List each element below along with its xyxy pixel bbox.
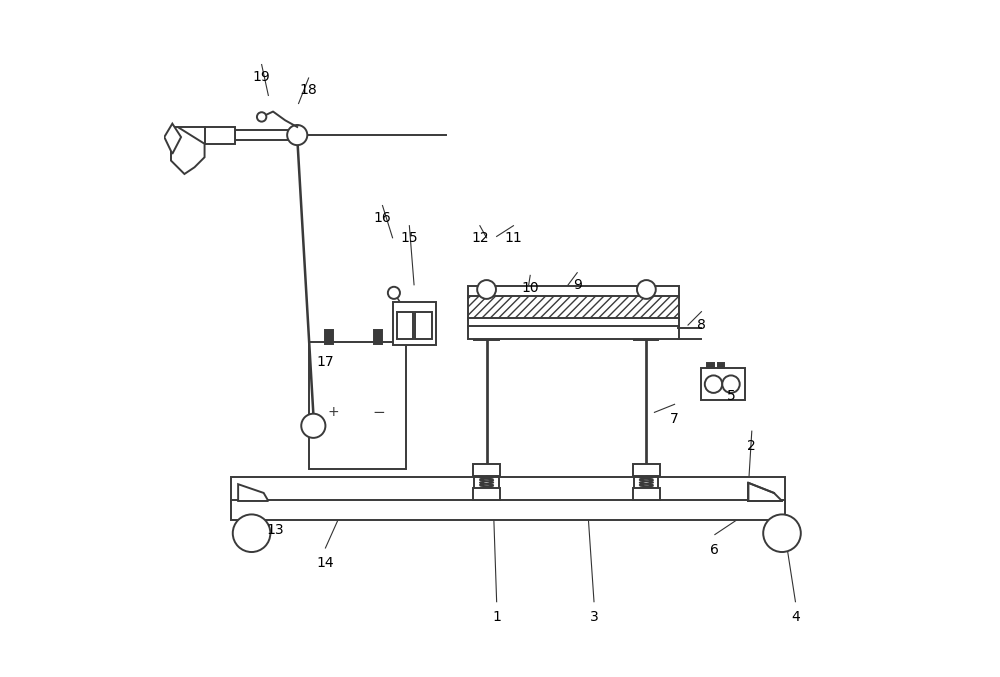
Circle shape — [477, 280, 496, 299]
Bar — [397, 311, 413, 338]
Bar — [231, 500, 785, 520]
Bar — [634, 320, 658, 340]
Text: 1: 1 — [492, 610, 501, 624]
Text: 13: 13 — [266, 523, 284, 537]
Circle shape — [763, 515, 801, 552]
Text: 6: 6 — [710, 543, 719, 557]
Bar — [634, 477, 658, 492]
Bar — [474, 477, 499, 492]
Text: 16: 16 — [374, 211, 391, 225]
Bar — [707, 363, 714, 368]
Polygon shape — [205, 127, 235, 144]
Bar — [473, 464, 500, 476]
Text: 5: 5 — [727, 389, 736, 403]
Polygon shape — [164, 124, 181, 154]
Bar — [468, 286, 679, 298]
Text: 10: 10 — [521, 281, 539, 295]
Text: −: − — [373, 405, 386, 420]
Polygon shape — [748, 483, 782, 501]
Bar — [701, 368, 745, 400]
Text: 4: 4 — [791, 610, 800, 624]
Text: 8: 8 — [697, 318, 706, 332]
Bar — [309, 342, 406, 469]
Circle shape — [722, 376, 740, 393]
Circle shape — [287, 125, 307, 145]
Bar — [718, 363, 724, 368]
Text: 3: 3 — [590, 610, 598, 624]
Bar — [415, 311, 432, 338]
Bar — [474, 320, 499, 340]
Text: 14: 14 — [317, 556, 334, 571]
Text: 19: 19 — [253, 70, 271, 84]
Bar — [468, 326, 679, 338]
Text: 7: 7 — [670, 412, 679, 426]
Text: 18: 18 — [300, 83, 318, 97]
Bar — [468, 297, 679, 320]
Bar — [473, 487, 500, 500]
Text: 2: 2 — [747, 439, 756, 453]
Circle shape — [301, 414, 325, 438]
Text: 11: 11 — [505, 231, 522, 245]
Polygon shape — [171, 127, 205, 174]
Circle shape — [388, 287, 400, 299]
Text: +: + — [328, 406, 339, 419]
Bar — [325, 330, 333, 344]
Circle shape — [705, 376, 722, 393]
Text: 9: 9 — [573, 278, 582, 292]
Bar — [468, 318, 679, 328]
Circle shape — [257, 112, 266, 122]
Text: 15: 15 — [401, 231, 418, 245]
Bar — [393, 301, 436, 345]
Bar — [633, 464, 660, 476]
Circle shape — [637, 280, 656, 299]
Bar — [374, 330, 382, 344]
Bar — [231, 477, 785, 503]
Text: 17: 17 — [317, 355, 334, 369]
Polygon shape — [238, 484, 268, 501]
Bar — [633, 487, 660, 500]
Text: 12: 12 — [471, 231, 489, 245]
Circle shape — [233, 515, 270, 552]
